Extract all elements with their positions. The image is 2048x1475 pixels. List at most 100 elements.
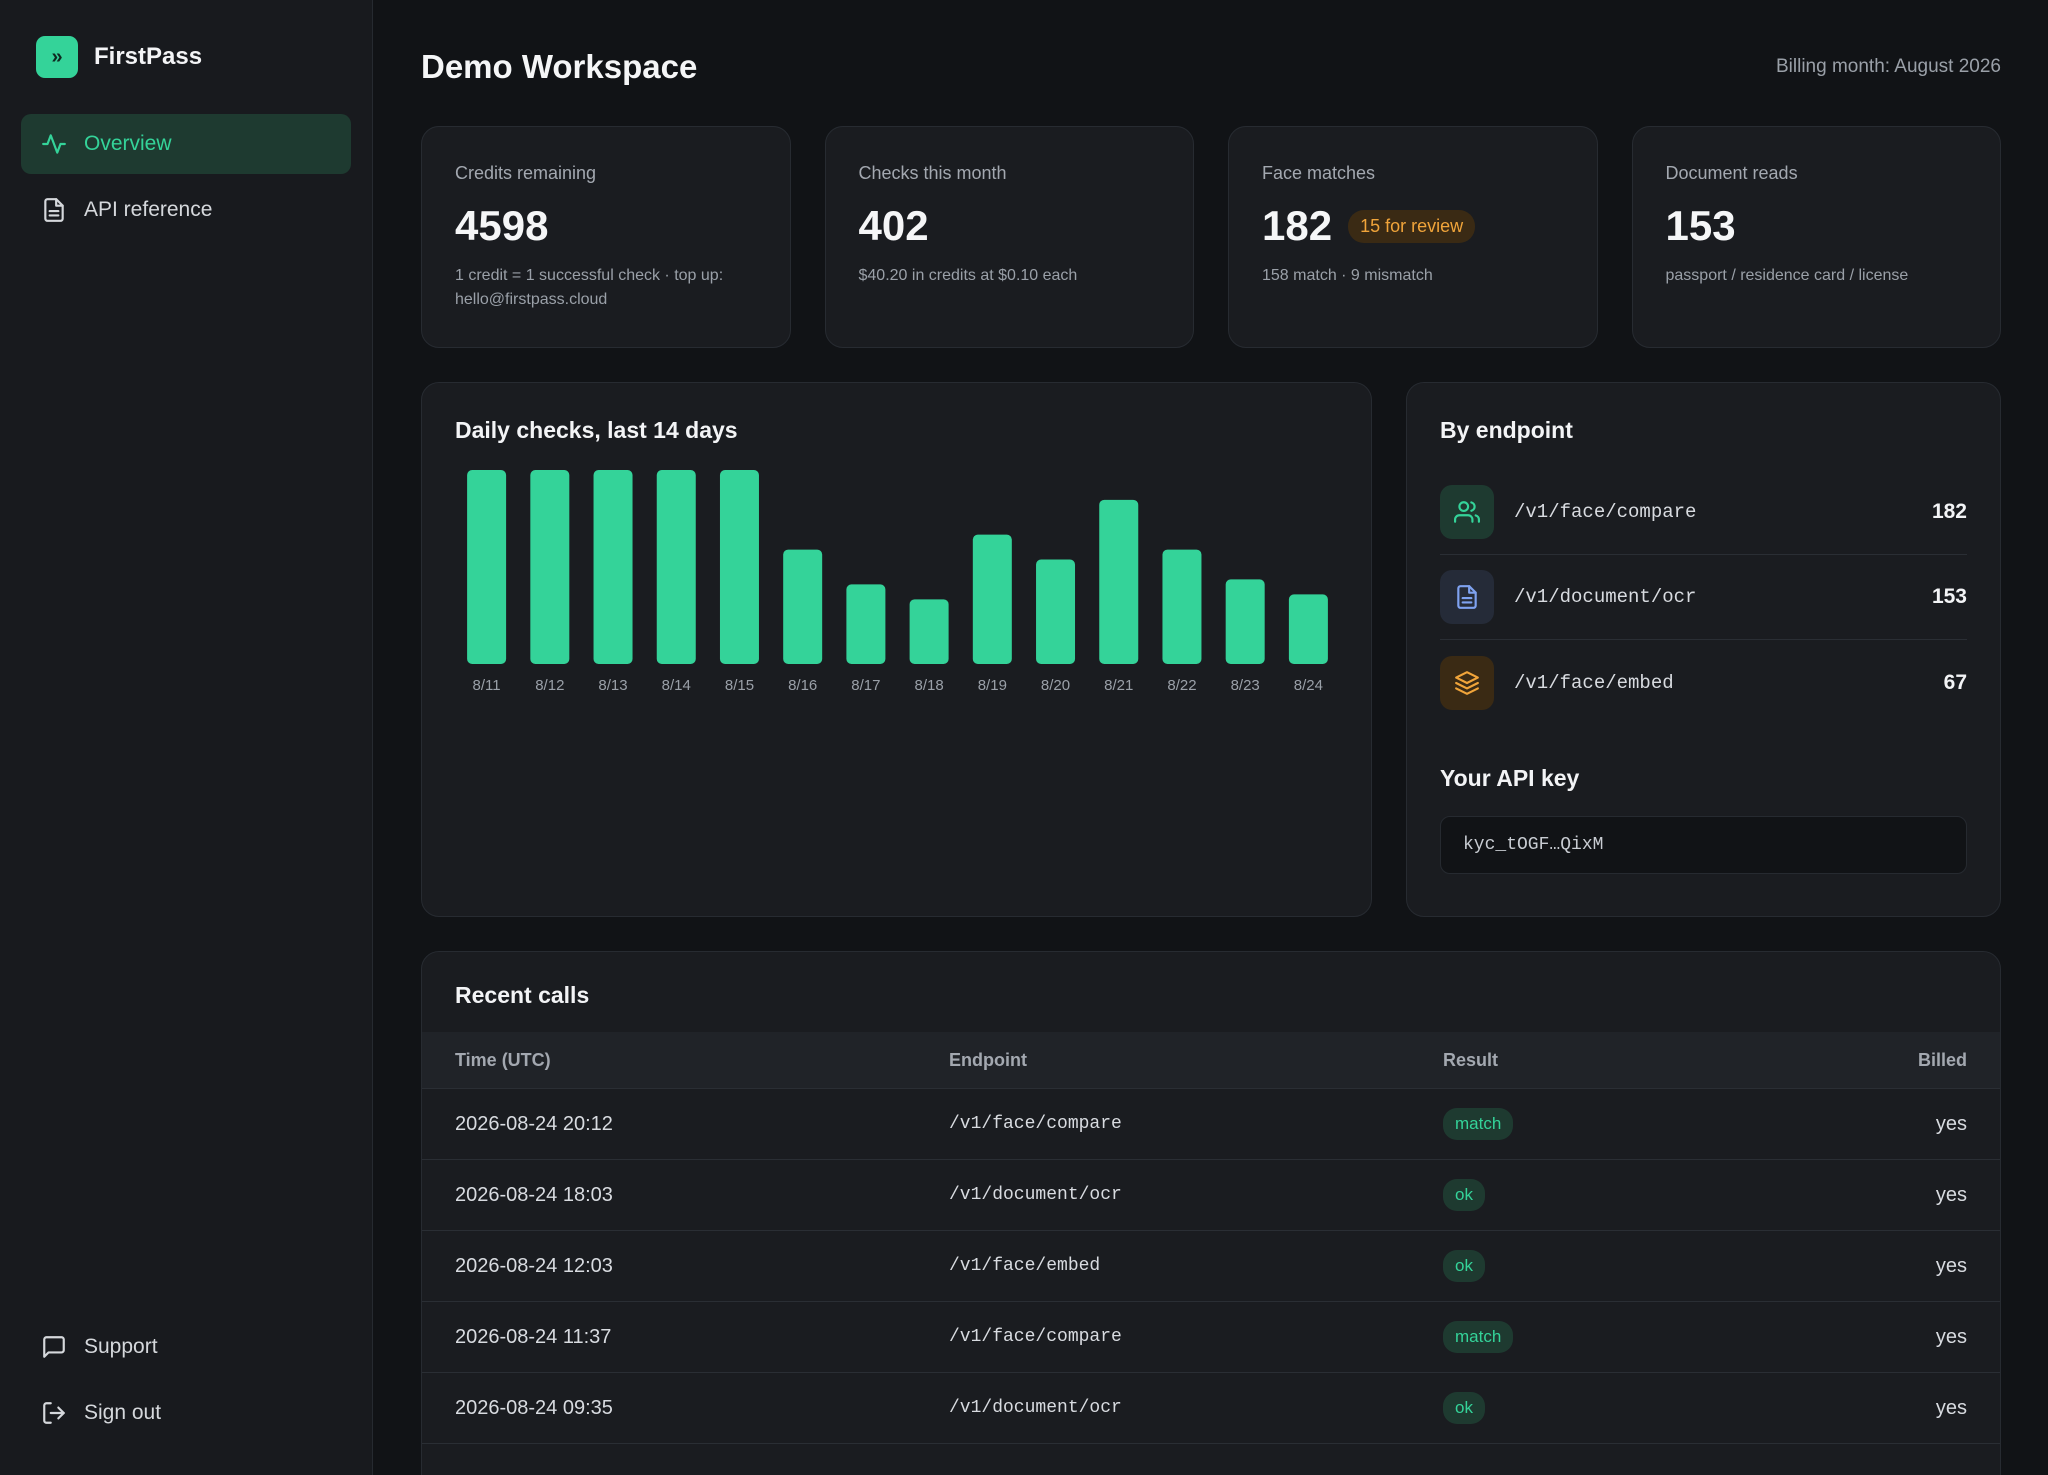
column-header-endpoint[interactable]: Endpoint [949,1049,1027,1070]
nav-item-label: API reference [84,198,213,221]
call-billed: yes [1935,1112,1967,1135]
x-tick-label: 8/12 [535,677,564,694]
stat-subtext: $40.20 in credits at $0.10 each [858,267,1078,284]
column-header-billed[interactable]: Billed [1917,1049,1967,1070]
endpoint-path: /v1/face/compare [1514,501,1697,523]
call-time: 2026-08-24 11:37 [455,1325,612,1348]
by-endpoint-card: By endpoint /v1/face/compare 182 /v1/doc [1406,382,2001,917]
result-badge: ok [1443,1392,1485,1424]
review-badge[interactable]: 15 for review [1348,209,1476,243]
result-badge: match [1443,1321,1514,1353]
bar-8/17[interactable] [846,584,886,664]
call-time: 2026-08-24 12:03 [455,1254,613,1277]
bar-8/14[interactable] [656,470,696,664]
sign-out-icon [40,1399,68,1427]
stat-subtext: 158 match · 9 mismatch [1262,267,1433,284]
daily-checks-chart-card: Daily checks, last 14 days 8/11 8/12 8/13 8… [421,382,1372,917]
endpoint-path: /v1/face/embed [1514,671,1674,694]
chart-title: Daily checks, last 14 days [455,417,738,443]
table-row[interactable]: 2026-08-24 09:35 /v1/document/ocr ok yes [422,1373,2000,1444]
stat-card-checks: Checks this month 402 $40.20 in credits … [824,126,1194,348]
stat-label: Face matches [1262,163,1376,183]
nav-item-sign-out[interactable]: Sign out [21,1383,351,1443]
stat-subtext: 1 credit = 1 successful check · top up: … [455,267,724,308]
x-tick-label: 8/24 [1294,677,1323,694]
call-billed: yes [1935,1183,1967,1206]
bar-8/23[interactable] [1225,579,1265,664]
bar-8/16[interactable] [783,549,823,664]
table-row[interactable]: 2026-08-24 11:37 /v1/face/compare match … [422,1302,2000,1373]
endpoint-title: By endpoint [1440,417,1573,443]
column-header-time[interactable]: Time (UTC) [455,1049,551,1070]
brand-logo-icon: » [36,36,78,78]
nav-item-api-reference[interactable]: API reference [21,180,351,240]
sidebar: » FirstPass Overview API reference [0,0,373,1475]
call-endpoint: /v1/face/embed [949,1256,1101,1276]
bar-8/22[interactable] [1162,549,1202,664]
brand[interactable]: » FirstPass [21,0,351,114]
result-badge: match [1443,1108,1514,1140]
result-badge: ok [1443,1179,1485,1211]
endpoint-row[interactable]: /v1/face/embed 67 [1440,640,1967,725]
endpoint-row[interactable]: /v1/document/ocr 153 [1440,555,1967,640]
nav-item-label: Sign out [84,1401,162,1424]
endpoint-row[interactable]: /v1/face/compare 182 [1440,470,1967,555]
call-endpoint: /v1/face/compare [949,1114,1122,1134]
sidebar-footer: Support Sign out [21,1317,351,1449]
recent-calls-title: Recent calls [455,982,590,1008]
nav-item-overview[interactable]: Overview [21,114,351,174]
stat-value: 4598 [455,202,549,249]
api-key-field[interactable]: kyc_tOGF…QixM [1440,816,1967,874]
bar-8/18[interactable] [909,599,949,664]
document-icon [40,196,68,224]
stat-card-document-reads: Document reads 153 passport / residence … [1631,126,2001,348]
x-tick-label: 8/19 [978,677,1007,694]
call-billed: yes [1935,1396,1967,1419]
x-tick-label: 8/23 [1231,677,1260,694]
stat-label: Document reads [1665,163,1798,183]
brand-name: FirstPass [94,43,203,70]
stat-label: Checks this month [858,163,1007,183]
nav-item-label: Overview [84,132,172,155]
table-row[interactable]: 2026-08-24 18:03 /v1/document/ocr ok yes [422,1160,2000,1231]
x-tick-label: 8/22 [1167,677,1196,694]
document-icon [1440,570,1494,624]
bar-8/19[interactable] [972,534,1012,664]
result-badge: ok [1443,1250,1485,1282]
bar-8/15[interactable] [719,470,759,664]
stat-value: 182 [1262,202,1333,249]
bar-8/13[interactable] [593,470,633,664]
x-tick-label: 8/20 [1041,677,1070,694]
bar-8/24[interactable] [1288,594,1328,664]
stat-value: 402 [858,202,929,249]
column-header-result[interactable]: Result [1443,1049,1499,1070]
x-tick-label: 8/18 [915,677,944,694]
table-row[interactable]: 2026-08-24 20:12 /v1/face/compare match … [422,1089,2000,1160]
endpoint-list: /v1/face/compare 182 /v1/document/ocr 15… [1440,470,1967,725]
x-tick-label: 8/21 [1104,677,1133,694]
call-time: 2026-08-24 09:35 [455,1396,613,1419]
nav-item-support[interactable]: Support [21,1317,351,1377]
stat-subtext: passport / residence card / license [1665,267,1909,284]
stat-card-face-matches: Face matches 182 15 for review 158 match… [1228,126,1598,348]
table-row[interactable]: 2026-08-24 12:03 /v1/face/embed ok yes [422,1231,2000,1302]
call-endpoint: /v1/document/ocr [949,1185,1122,1205]
main-content: Demo Workspace Billing month: August 202… [373,0,2048,1475]
page-header: Demo Workspace Billing month: August 202… [421,0,2001,134]
chat-icon [40,1333,68,1361]
stat-value: 153 [1665,202,1736,249]
call-billed: yes [1935,1325,1967,1348]
bar-8/21[interactable] [1099,499,1139,664]
endpoint-count: 67 [1943,670,1967,694]
api-key-title: Your API key [1440,765,1580,791]
daily-checks-chart: 8/11 8/12 8/13 8/14 8/15 8/16 8/17 8/18 8/19 8/20… [467,470,1328,694]
bar-8/11[interactable] [467,470,507,664]
stats-row: Credits remaining 4598 1 credit = 1 succ… [421,126,2001,348]
page-title: Demo Workspace [421,48,698,85]
x-tick-label: 8/17 [851,677,880,694]
activity-icon [40,130,68,158]
bar-8/20[interactable] [1036,559,1076,664]
x-tick-label: 8/11 [473,677,501,694]
bar-8/12[interactable] [530,470,570,664]
stat-label: Credits remaining [455,163,597,183]
